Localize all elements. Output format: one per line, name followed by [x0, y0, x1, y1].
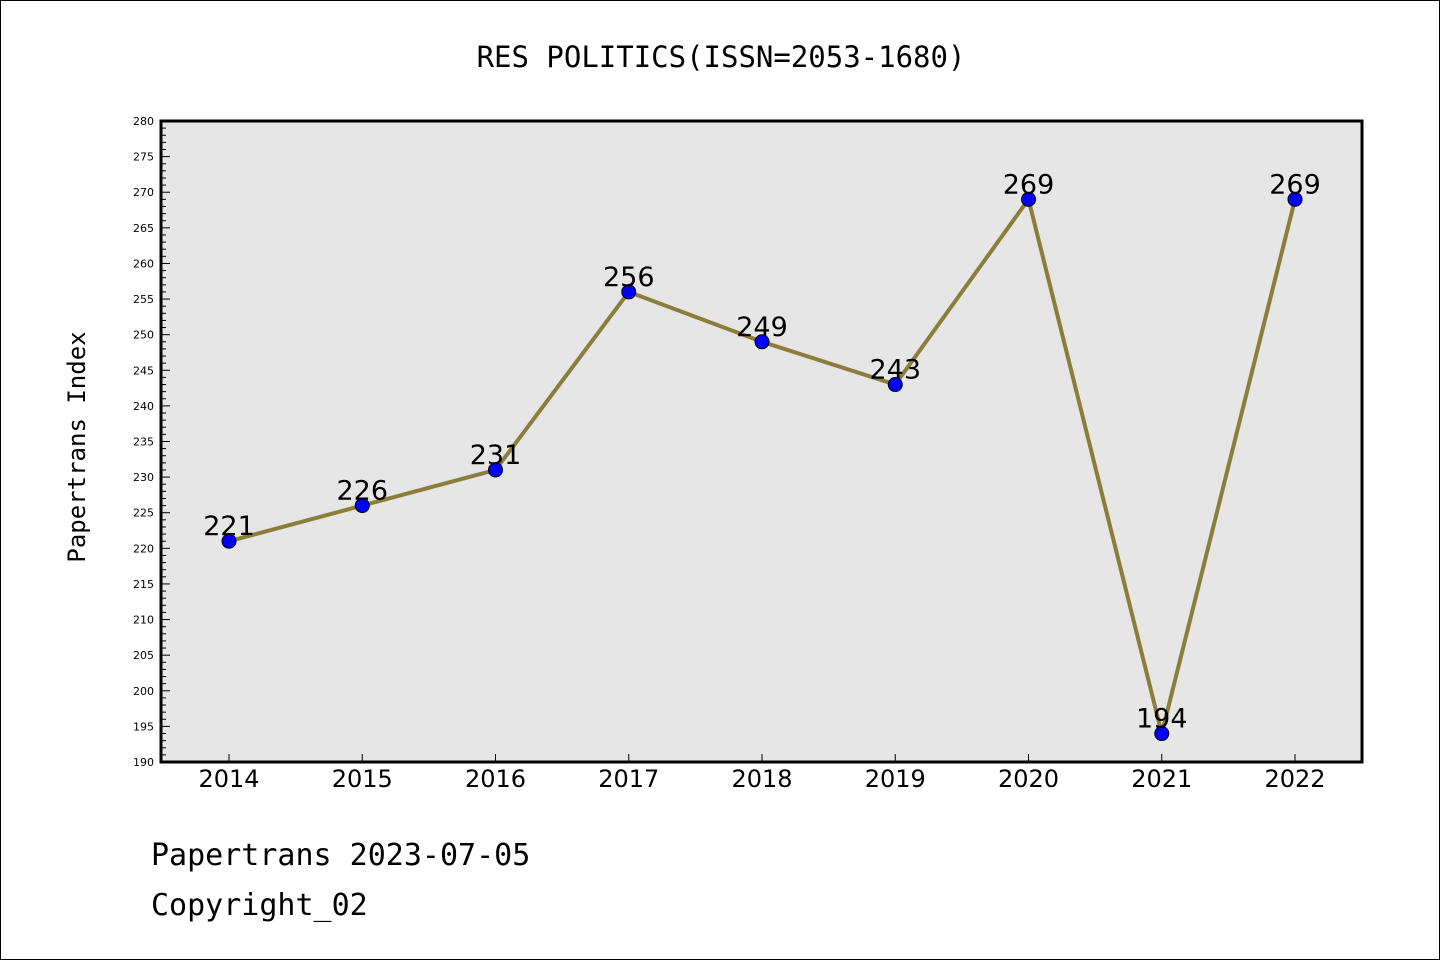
- y-tick-label: 190: [133, 756, 154, 769]
- y-tick-label: 240: [133, 400, 154, 413]
- data-point: [1287, 191, 1303, 207]
- y-tick-label: 230: [133, 471, 154, 484]
- x-tick-label: 2018: [731, 765, 792, 793]
- plot-area: 190 195 200 205 210 215 220 225 230 235 240 245 250 2…: [133, 115, 1364, 793]
- data-label: 249: [736, 312, 788, 343]
- data-point: [221, 533, 237, 549]
- y-axis-label: Papertrans Index: [63, 331, 91, 562]
- chart-title: RES POLITICS(ISSN=2053-1680): [477, 40, 966, 74]
- data-label: 226: [336, 476, 388, 507]
- data-point: [887, 377, 903, 393]
- data-label: 194: [1136, 704, 1188, 735]
- data-point: [354, 498, 370, 514]
- y-tick-label: 195: [133, 720, 154, 733]
- data-point: [1154, 726, 1170, 742]
- y-tick-label: 220: [133, 542, 154, 555]
- y-tick-label: 210: [133, 614, 154, 627]
- x-tick-label: 2020: [998, 765, 1059, 793]
- x-tick-label: 2014: [198, 765, 259, 793]
- y-tick-label: 280: [133, 115, 154, 128]
- data-point: [1021, 191, 1036, 207]
- data-label: 231: [470, 440, 522, 471]
- data-point: [488, 462, 503, 478]
- data-point: [621, 284, 637, 300]
- y-tick-label: 270: [133, 186, 154, 199]
- y-tick-label: 250: [133, 329, 154, 342]
- plot-background: [161, 121, 1362, 762]
- data-label: 221: [203, 511, 255, 542]
- data-label: 269: [1269, 169, 1321, 200]
- x-tick-label: 2021: [1131, 765, 1192, 793]
- footer-date: Papertrans 2023-07-05: [151, 838, 530, 873]
- data-label: 243: [869, 355, 921, 386]
- y-tick-label: 245: [133, 364, 154, 377]
- y-tick-label: 235: [133, 436, 154, 449]
- data-label: 269: [1003, 169, 1055, 200]
- y-tick-label: 265: [133, 222, 154, 235]
- x-tick-label: 2017: [598, 765, 659, 793]
- data-label: 256: [603, 262, 655, 293]
- x-tick-label: 2015: [332, 765, 393, 793]
- plot-border: [159, 119, 1364, 764]
- data-point: [754, 334, 770, 350]
- y-tick-label: 255: [133, 293, 154, 306]
- footer-copyright: Copyright_02: [151, 888, 368, 923]
- y-tick-label: 205: [133, 649, 154, 662]
- y-tick-label: 200: [133, 685, 154, 698]
- x-tick-label: 2022: [1264, 765, 1325, 793]
- y-tick-label: 215: [133, 578, 154, 591]
- x-tick-label: 2019: [865, 765, 926, 793]
- y-tick-label: 275: [133, 151, 154, 164]
- y-tick-label: 260: [133, 257, 154, 270]
- x-tick-label: 2016: [465, 765, 526, 793]
- y-tick-label: 225: [133, 507, 154, 520]
